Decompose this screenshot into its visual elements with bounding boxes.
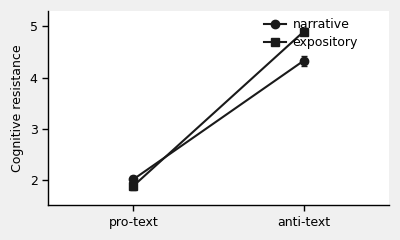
Legend: narrative, expository: narrative, expository xyxy=(259,13,363,54)
Y-axis label: Cognitive resistance: Cognitive resistance xyxy=(11,44,24,172)
